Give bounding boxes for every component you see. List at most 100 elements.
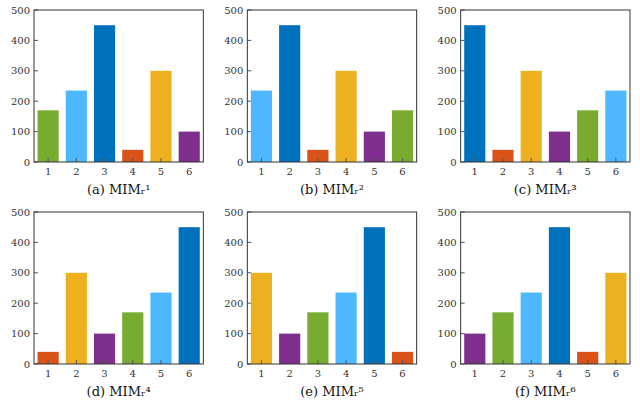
- bar: [549, 132, 570, 162]
- x-tick-label: 2: [73, 166, 79, 177]
- bar: [122, 150, 143, 162]
- y-tick: [247, 303, 251, 304]
- y-tick-label: 100: [224, 126, 243, 137]
- x-tick: [474, 360, 475, 364]
- x-tick: [161, 360, 162, 364]
- bar: [336, 71, 357, 162]
- y-tick: [461, 333, 465, 334]
- x-tick: [474, 158, 475, 162]
- y-tick-label: 300: [438, 267, 457, 278]
- bar: [66, 273, 87, 364]
- y-tick-label: 300: [224, 267, 243, 278]
- y-tick-label: 500: [11, 5, 30, 16]
- y-tick: [461, 70, 465, 71]
- x-tick-label: 3: [101, 166, 107, 177]
- bar: [364, 227, 385, 364]
- plot-frame: [461, 212, 630, 364]
- y-tick-label: 200: [224, 96, 243, 107]
- x-tick-label: 4: [556, 166, 562, 177]
- x-tick-label: 4: [556, 368, 562, 379]
- x-tick: [346, 360, 347, 364]
- y-tick-label: 0: [24, 157, 30, 168]
- y-tick: [247, 40, 251, 41]
- bars: [38, 227, 200, 364]
- bar: [392, 352, 413, 364]
- y-tick: [247, 70, 251, 71]
- bar: [251, 273, 272, 364]
- x-axis-label: (f) MIMᵣ⁶: [515, 384, 576, 399]
- y-tick-label: 400: [438, 35, 457, 46]
- bar: [605, 91, 626, 162]
- bar: [364, 132, 385, 162]
- y-tick-label: 100: [11, 126, 30, 137]
- y-tick-label: 400: [224, 237, 243, 248]
- x-axis-label: (e) MIMᵣ⁵: [300, 384, 363, 399]
- x-tick-label: 2: [286, 166, 292, 177]
- x-tick: [587, 158, 588, 162]
- x-tick-label: 5: [158, 368, 164, 379]
- bar: [336, 293, 357, 364]
- bar: [307, 150, 328, 162]
- x-tick-label: 2: [500, 166, 506, 177]
- bars: [38, 25, 200, 162]
- y-tick: [247, 101, 251, 102]
- x-tick-label: 3: [101, 368, 107, 379]
- bar: [307, 312, 328, 364]
- subplot: 0100200300400500123456(a) MIMᵣ¹: [11, 5, 203, 198]
- y-tick-label: 200: [11, 96, 30, 107]
- bar: [122, 312, 143, 364]
- subplot: 0100200300400500123456(c) MIMᵣ³: [438, 5, 630, 198]
- subplot: 0100200300400500123456(b) MIMᵣ²: [224, 5, 416, 198]
- y-tick-label: 500: [224, 5, 243, 16]
- y-tick: [34, 101, 38, 102]
- x-tick: [503, 158, 504, 162]
- y-tick-label: 400: [11, 237, 30, 248]
- x-tick: [531, 158, 532, 162]
- y-tick-label: 200: [438, 96, 457, 107]
- x-tick: [104, 360, 105, 364]
- x-tick-label: 3: [315, 166, 321, 177]
- x-tick-label: 1: [472, 368, 478, 379]
- bar: [577, 352, 598, 364]
- x-tick: [289, 360, 290, 364]
- x-tick: [317, 360, 318, 364]
- x-tick-label: 6: [186, 166, 192, 177]
- x-tick-label: 6: [399, 166, 405, 177]
- y-tick: [34, 40, 38, 41]
- y-tick-label: 200: [438, 298, 457, 309]
- bars: [251, 227, 413, 364]
- x-tick-label: 2: [73, 368, 79, 379]
- x-tick: [48, 158, 49, 162]
- subplot: 0100200300400500123456(d) MIMᵣ⁴: [11, 207, 203, 400]
- bar: [38, 110, 59, 162]
- x-tick: [48, 360, 49, 364]
- x-tick: [531, 360, 532, 364]
- x-tick-label: 6: [186, 368, 192, 379]
- y-tick-label: 0: [237, 359, 243, 370]
- bar: [38, 352, 59, 364]
- y-tick: [461, 131, 465, 132]
- x-tick-label: 6: [613, 166, 619, 177]
- y-tick: [461, 303, 465, 304]
- x-tick: [402, 158, 403, 162]
- y-tick: [34, 272, 38, 273]
- x-tick: [161, 158, 162, 162]
- x-tick: [76, 158, 77, 162]
- y-tick-label: 0: [237, 157, 243, 168]
- x-tick: [132, 360, 133, 364]
- y-tick-label: 500: [438, 5, 457, 16]
- bar: [94, 25, 115, 162]
- y-tick-label: 0: [450, 157, 456, 168]
- figure: 0100200300400500123456(a) MIMᵣ¹010020030…: [0, 0, 640, 404]
- y-tick: [247, 333, 251, 334]
- bar: [150, 71, 171, 162]
- x-axis-label: (c) MIMᵣ³: [514, 182, 577, 197]
- y-tick-label: 300: [224, 65, 243, 76]
- bar: [521, 71, 542, 162]
- x-tick: [587, 360, 588, 364]
- y-tick-label: 300: [438, 65, 457, 76]
- y-tick-label: 0: [450, 359, 456, 370]
- plot-frame: [247, 212, 416, 364]
- y-tick: [461, 40, 465, 41]
- x-tick-label: 4: [343, 368, 349, 379]
